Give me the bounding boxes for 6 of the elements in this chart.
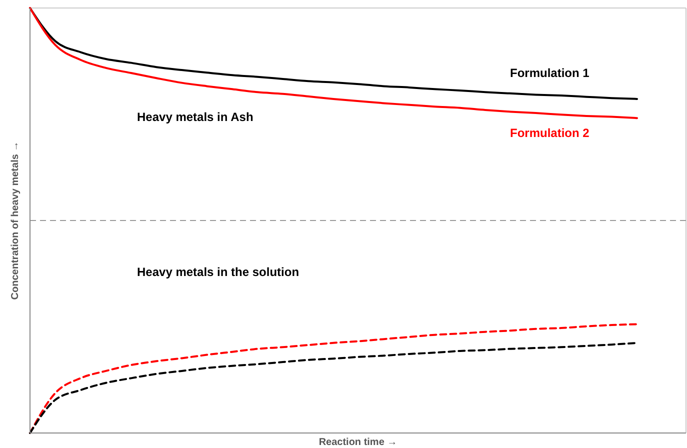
annotation: Heavy metals in Ash	[137, 110, 254, 124]
series-label: Formulation 1	[510, 66, 590, 80]
x-axis-title: Reaction time →	[318, 437, 398, 448]
annotation: Heavy metals in the solution	[137, 265, 300, 279]
y-axis-title: Concentration of heavy metals →	[10, 141, 21, 300]
series-label: Formulation 2	[510, 126, 590, 140]
